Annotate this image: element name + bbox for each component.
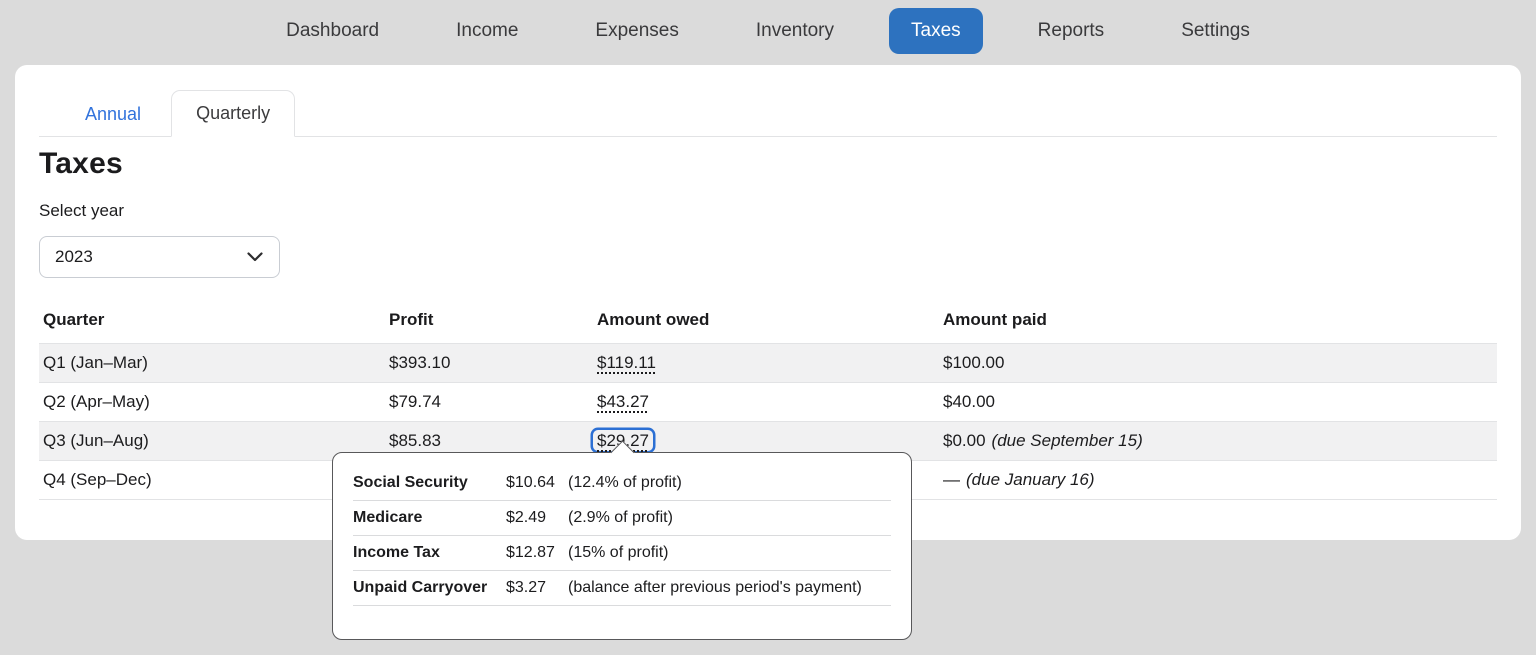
tooltip-label: Income Tax	[353, 544, 440, 561]
table-header-row: Quarter Profit Amount owed Amount paid	[39, 304, 1497, 344]
column-header-quarter: Quarter	[43, 310, 105, 329]
nav-item-inventory[interactable]: Inventory	[755, 20, 835, 41]
page-title: Taxes	[39, 147, 123, 180]
amount-owed-link-q1[interactable]: $119.11	[597, 353, 656, 372]
tax-breakdown-tooltip: Social Security $10.64 (12.4% of profit)…	[332, 452, 912, 640]
tab-annual[interactable]: Annual	[85, 104, 142, 124]
table-row-q1: Q1 (Jan–Mar) $393.10 $119.11 $100.00	[39, 343, 1497, 383]
tab-bar: Annual Quarterly	[39, 89, 1497, 137]
quarterly-taxes-table: Quarter Profit Amount owed Amount paid Q…	[39, 304, 1497, 500]
profit-cell: $79.74	[389, 392, 441, 411]
tooltip-note: (15% of profit)	[568, 544, 669, 561]
tooltip-note: (balance after previous period's payment…	[568, 579, 862, 596]
tooltip-value: $3.27	[506, 579, 547, 596]
column-header-amount-owed: Amount owed	[597, 310, 710, 329]
amount-paid-cell: $40.00	[939, 383, 1497, 422]
amount-paid-cell: $100.00	[939, 344, 1497, 383]
year-select-value: 2023	[55, 247, 93, 266]
paid-value: $100.00	[943, 353, 1005, 372]
column-header-profit: Profit	[389, 310, 434, 329]
quarter-cell: Q1 (Jan–Mar)	[43, 353, 148, 372]
select-year-label: Select year	[39, 201, 125, 220]
quarter-cell: Q3 (Jun–Aug)	[43, 431, 149, 450]
tooltip-label: Social Security	[353, 474, 468, 491]
top-navigation: Dashboard Income Expenses Inventory Taxe…	[0, 0, 1536, 62]
tooltip-row-unpaid-carryover: Unpaid Carryover $3.27 (balance after pr…	[353, 571, 891, 606]
year-select[interactable]: 2023	[39, 236, 280, 278]
tooltip-row-income-tax: Income Tax $12.87 (15% of profit)	[353, 536, 891, 571]
paid-value: $40.00	[943, 392, 995, 411]
main-nav: Dashboard Income Expenses Inventory Taxe…	[286, 8, 1250, 54]
amount-paid-cell: — (due January 16)	[939, 461, 1497, 500]
nav-item-reports[interactable]: Reports	[1037, 20, 1105, 41]
quarter-cell: Q4 (Sep–Dec)	[43, 470, 152, 489]
nav-item-income[interactable]: Income	[456, 20, 519, 41]
nav-item-settings[interactable]: Settings	[1181, 20, 1250, 41]
paid-value: —	[943, 470, 960, 489]
tab-quarterly[interactable]: Quarterly	[171, 90, 296, 137]
tooltip-note: (12.4% of profit)	[568, 474, 682, 491]
tooltip-label: Medicare	[353, 509, 423, 526]
tooltip-row-medicare: Medicare $2.49 (2.9% of profit)	[353, 501, 891, 536]
quarter-cell: Q2 (Apr–May)	[43, 392, 150, 411]
amount-paid-cell: $0.00 (due September 15)	[939, 422, 1497, 461]
paid-value: $0.00	[943, 431, 986, 450]
tooltip-value: $2.49	[506, 509, 547, 526]
tooltip-row-social-security: Social Security $10.64 (12.4% of profit)	[353, 466, 891, 501]
tooltip-note: (2.9% of profit)	[568, 509, 673, 526]
tooltip-value: $12.87	[506, 544, 555, 561]
nav-item-dashboard[interactable]: Dashboard	[286, 20, 380, 41]
tooltip-value: $10.64	[506, 474, 555, 491]
tooltip-label: Unpaid Carryover	[353, 579, 488, 596]
table-row-q2: Q2 (Apr–May) $79.74 $43.27 $40.00	[39, 382, 1497, 422]
nav-item-expenses[interactable]: Expenses	[595, 20, 679, 41]
amount-owed-link-q2[interactable]: $43.27	[597, 392, 649, 411]
nav-item-taxes[interactable]: Taxes	[889, 8, 983, 54]
chevron-down-icon	[247, 252, 263, 262]
due-date-note: (due January 16)	[966, 470, 1095, 489]
profit-cell: $85.83	[389, 431, 441, 450]
due-date-note: (due September 15)	[991, 431, 1143, 450]
profit-cell: $393.10	[389, 353, 451, 372]
column-header-amount-paid: Amount paid	[943, 310, 1047, 329]
